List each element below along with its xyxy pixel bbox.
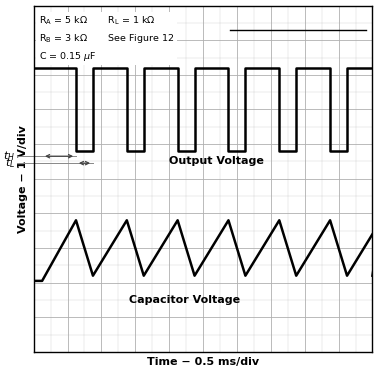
Y-axis label: Voltage − 1 V/div: Voltage − 1 V/div [18,125,28,233]
Text: $t_L$: $t_L$ [5,156,15,170]
Text: $\mathregular{R_A}$ = 5 k$\Omega$       $\mathregular{R_L}$ = 1 k$\Omega$
$\math: $\mathregular{R_A}$ = 5 k$\Omega$ $\math… [39,14,174,63]
Text: $t_H$: $t_H$ [3,149,15,163]
Text: Output Voltage: Output Voltage [169,156,264,166]
Text: Capacitor Voltage: Capacitor Voltage [129,295,240,305]
X-axis label: Time − 0.5 ms/div: Time − 0.5 ms/div [147,357,259,367]
